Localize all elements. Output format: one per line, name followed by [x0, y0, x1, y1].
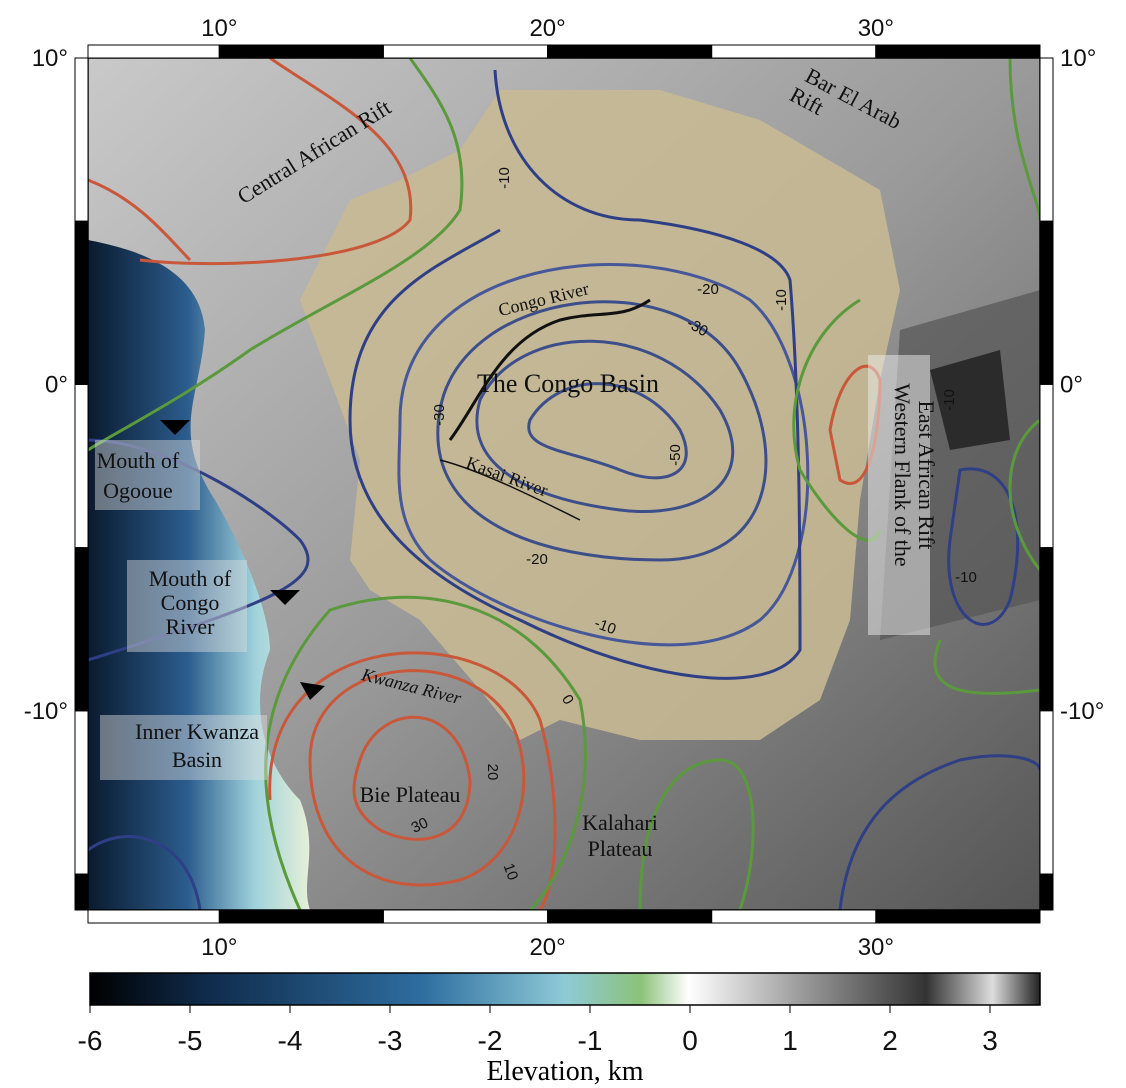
lon-tick-label: 30°: [858, 15, 894, 42]
colorbar-tick-label: 1: [782, 1025, 798, 1056]
frame-bar: [876, 910, 1040, 923]
map-label: Western Flank of theEast African Rift: [890, 383, 939, 566]
lon-tick-label: 30°: [858, 934, 894, 961]
label-line: Western Flank of the: [890, 383, 915, 566]
frame-bar: [876, 45, 1040, 58]
lon-tick-label: 10°: [201, 934, 237, 961]
frame-bar: [1040, 711, 1053, 874]
colorbar-ticks: -6 -5 -4 -3 -2 -1 0 1 2 3: [78, 1005, 998, 1056]
frame-bar: [75, 711, 88, 874]
frame-bar: [219, 910, 383, 923]
frame-bar: [75, 221, 88, 384]
frame-bar: [548, 910, 712, 923]
frame-bar: [75, 384, 88, 547]
label-line: The Congo Basin: [477, 369, 659, 398]
label-line: River: [166, 614, 216, 639]
label-line: Basin: [172, 747, 222, 772]
frame-bar: [1040, 874, 1053, 910]
label-line: Bie Plateau: [360, 782, 461, 807]
frame-bar: [383, 910, 547, 923]
label-line: Kalahari: [582, 810, 658, 835]
lon-tick-label: 20°: [529, 15, 565, 42]
label-line: East African Rift: [914, 400, 939, 549]
colorbar-tick-label: -3: [378, 1025, 403, 1056]
label-line: Mouth of: [97, 448, 180, 473]
contour-label: 20: [484, 764, 501, 781]
colorbar-tick-label: -4: [278, 1025, 303, 1056]
frame-bar: [1040, 221, 1053, 384]
contour-label: -20: [697, 281, 719, 298]
frame-bar: [75, 548, 88, 711]
colorbar-title: Elevation, km: [486, 1056, 643, 1087]
colorbar-tick-label: 0: [682, 1025, 698, 1056]
body: Central African Rift Bar El ArabRift Con…: [0, 0, 1126, 1088]
contour-label: -10: [941, 389, 958, 411]
frame-bar: [75, 58, 88, 221]
lat-tick-label: 10°: [1060, 45, 1096, 72]
colorbar-tick-label: -1: [578, 1025, 603, 1056]
contour-label: -10: [496, 167, 513, 189]
map-figure: Central African Rift Bar El ArabRift Con…: [0, 0, 1126, 1088]
contour-label: -50: [667, 444, 684, 466]
lon-tick-label: 20°: [529, 934, 565, 961]
label-line: Mouth of: [149, 566, 232, 591]
contour-label: -10: [955, 569, 977, 586]
lon-tick-label: 10°: [201, 15, 237, 42]
frame-bar: [75, 874, 88, 910]
lat-tick-label: 0°: [1060, 371, 1083, 398]
frame-bar: [712, 910, 876, 923]
lat-tick-label: 0°: [45, 371, 68, 398]
colorbar-tick-label: -6: [78, 1025, 103, 1056]
lat-tick-label: 10°: [32, 45, 68, 72]
lat-tick-label: -10°: [1060, 698, 1104, 725]
colorbar-tick-label: -2: [478, 1025, 503, 1056]
frame-bar: [88, 45, 219, 58]
colorbar-tick-label: 3: [982, 1025, 998, 1056]
colorbar-tick-label: 2: [882, 1025, 898, 1056]
label-line: Congo: [161, 590, 220, 615]
map-label: Bie Plateau: [360, 782, 461, 807]
frame-bar: [88, 910, 219, 923]
page: Congo Basin map {"map": { "lon_range": […: [0, 0, 1126, 1088]
frame-bar: [1040, 384, 1053, 547]
frame-bar: [548, 45, 712, 58]
frame-bar: [1040, 548, 1053, 711]
colorbar-tick-label: -5: [178, 1025, 203, 1056]
contour-label: -30: [431, 404, 448, 426]
frame-bar: [712, 45, 876, 58]
contour-label: -10: [773, 289, 790, 311]
map-label: The Congo Basin: [477, 369, 659, 398]
contour-label: -20: [526, 551, 548, 568]
label-line: Inner Kwanza: [135, 719, 259, 744]
label-line: Plateau: [588, 836, 653, 861]
frame-bar: [383, 45, 547, 58]
label-line: Ogooue: [103, 478, 173, 503]
frame-bar: [219, 45, 383, 58]
colorbar: [90, 973, 1040, 1005]
frame-bar: [1040, 58, 1053, 221]
lat-tick-label: -10°: [24, 698, 68, 725]
